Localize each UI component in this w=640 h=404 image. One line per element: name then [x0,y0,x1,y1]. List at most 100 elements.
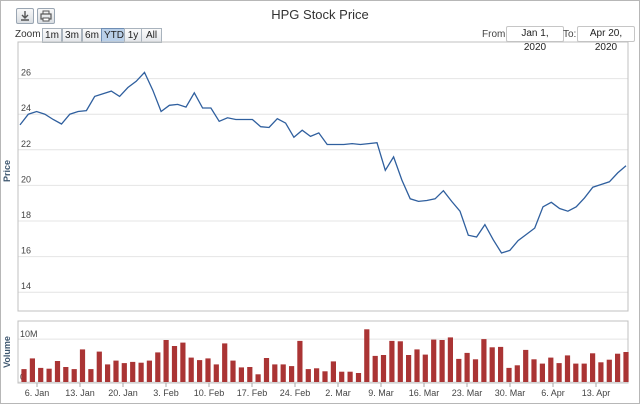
volume-bar [180,342,186,382]
volume-bar [364,329,370,382]
volume-bar [130,361,136,382]
volume-bar [372,355,378,382]
volume-bar [255,374,261,382]
price-y-tick-label: 20 [21,174,31,184]
volume-bar [263,358,270,382]
volume-bar [297,340,303,382]
volume-bar [188,357,194,382]
volume-bar [54,361,61,382]
volume-bar [422,354,428,382]
volume-bar [155,352,161,382]
volume-bar [79,349,86,382]
x-tick-label: 2. Mar [325,388,351,398]
volume-bar [146,360,152,382]
x-tick-label: 17. Feb [237,388,268,398]
volume-bar [481,339,487,382]
volume-bar [222,343,228,382]
volume-bar [339,371,345,382]
volume-bar [489,347,495,382]
print-button[interactable] [37,8,55,24]
price-y-tick-label: 18 [21,210,31,220]
volume-axis-title: Volume [2,336,12,368]
volume-bar [88,369,94,382]
x-tick-label: 10. Feb [194,388,225,398]
price-y-tick-label: 16 [21,246,31,256]
volume-y-tick-label: 10M [20,329,38,339]
volume-bars [21,329,629,382]
volume-bar [38,367,44,382]
volume-bar [464,352,470,382]
download-icon [21,11,29,21]
x-tick-label: 13. Apr [582,388,611,398]
volume-bar [230,360,236,382]
volume-bar [472,359,479,382]
x-tick-label: 30. Mar [495,388,526,398]
price-y-tick-label: 14 [21,281,31,291]
volume-bar [247,367,253,382]
x-tick-label: 24. Feb [280,388,311,398]
volume-bar [105,364,111,382]
volume-bar [431,339,437,382]
volume-bar [531,359,537,382]
volume-bar [213,364,219,382]
volume-bar [305,369,311,382]
volume-bar [623,352,629,382]
volume-bar [330,361,336,382]
volume-bar [71,369,77,382]
volume-bar [121,363,127,382]
price-y-tick-label: 24 [21,103,31,113]
x-tick-label: 6. Jan [25,388,50,398]
x-tick-label: 23. Mar [452,388,483,398]
volume-bar [564,355,571,382]
volume-bar [138,362,144,382]
volume-bar [63,367,69,382]
price-axis-title: Price [2,160,12,182]
volume-bar [439,340,445,382]
volume-bar [598,362,604,382]
volume-bar [46,368,52,382]
volume-bar [380,355,387,382]
volume-bar [590,353,596,382]
x-tick-label: 9. Mar [368,388,394,398]
x-tick-label: 16. Mar [409,388,440,398]
volume-bar [506,367,512,382]
volume-bar [113,360,119,382]
x-tick-label: 6. Apr [541,388,565,398]
volume-bar [498,346,504,382]
price-y-tick-label: 26 [21,68,31,78]
from-label: From: [482,29,509,40]
volume-bar [414,349,420,382]
volume-bar [514,365,520,382]
volume-bar [96,351,102,382]
volume-bar [539,363,545,382]
volume-bar [606,359,612,382]
volume-bar [523,349,529,382]
volume-bar [163,340,169,382]
volume-bar [456,358,462,382]
price-gridlines [18,78,628,293]
volume-bar [322,371,328,382]
volume-bar [197,360,203,382]
volume-bar [389,340,395,382]
volume-bar [556,363,562,382]
volume-bar [29,358,35,382]
volume-bar [406,355,412,382]
from-date-input[interactable]: Jan 1, 2020 [506,26,564,53]
download-button[interactable] [16,8,34,24]
price-plot-frame [17,41,629,312]
x-tick-label: 13. Jan [65,388,95,398]
zoom-label: Zoom [15,29,41,40]
volume-bar [447,337,453,382]
volume-bar [314,368,320,382]
price-y-tick-label: 22 [21,139,31,149]
volume-bar [289,366,295,382]
print-icon [40,10,52,22]
x-tick-label: 3. Feb [153,388,179,398]
volume-bar [280,364,286,382]
volume-bar [205,358,211,382]
volume-bar [573,363,579,382]
volume-bar [355,373,362,382]
volume-bar [171,346,178,382]
volume-bar [272,364,278,382]
